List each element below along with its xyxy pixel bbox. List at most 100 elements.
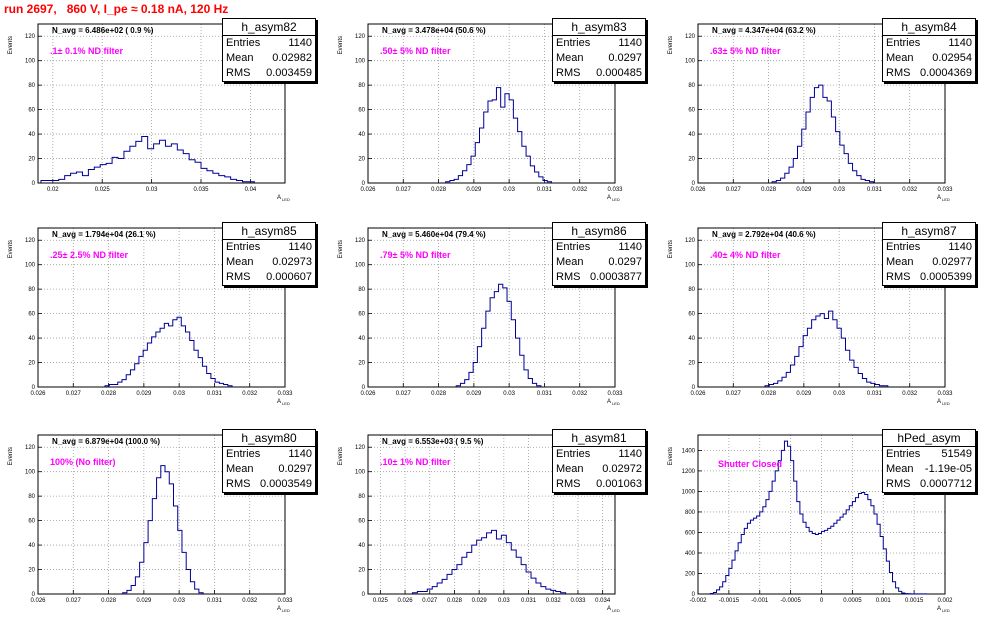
y-tick-label: 60 xyxy=(688,108,695,114)
y-tick-label: 40 xyxy=(688,336,695,342)
x-tick-label: 0.032 xyxy=(242,391,258,397)
navg-label: N_avg = 4.347e+04 (63.2 %) xyxy=(712,26,816,35)
x-axis-label-sub: LED xyxy=(942,608,950,613)
stats-value: 0.000485 xyxy=(596,67,642,79)
y-tick-label: 0 xyxy=(32,385,36,391)
y-tick-label: 400 xyxy=(685,551,696,557)
x-tick-label: 0.02 xyxy=(47,187,59,193)
x-tick-label: -0.0005 xyxy=(780,598,801,604)
y-axis-label: Events xyxy=(338,36,344,54)
stats-box: h_asym82 Entries 1140 Mean 0.02982 RMS 0.00345… xyxy=(222,18,316,82)
y-tick-label: 80 xyxy=(688,287,695,293)
y-tick-label: 0 xyxy=(362,385,366,391)
stats-value: 0.0297 xyxy=(278,463,312,475)
stats-label: RMS xyxy=(226,67,251,79)
navg-label: N_avg = 6.486e+02 ( 0.9 %) xyxy=(52,26,154,35)
y-tick-label: 0 xyxy=(32,181,36,187)
y-axis-label: Events xyxy=(338,240,344,258)
x-tick-label: 0.025 xyxy=(373,598,389,604)
x-tick-label: 0.025 xyxy=(95,187,111,193)
stats-label: RMS xyxy=(556,67,581,79)
histogram-panel-h-asym87: 0.026 0.027 0.028 0.029 0.03 0.031 0.032 0.033 0… xyxy=(664,222,989,414)
stats-row-rms: RMS 0.000607 xyxy=(223,270,315,285)
histogram-svg: -0.002 -0.0015 -0.001 -0.0005 0 0.0005 0.001 0.… xyxy=(668,434,953,613)
y-axis-label: Events xyxy=(668,36,674,54)
stats-box-title: h_asym86 xyxy=(553,223,645,240)
x-tick-label: 0.001 xyxy=(876,598,892,604)
histogram-line xyxy=(764,310,889,387)
x-tick-label: 0.031 xyxy=(521,598,537,604)
x-tick-label: 0.033 xyxy=(570,598,586,604)
x-axis-label: ALED xyxy=(607,195,620,202)
x-tick-label: -0.0015 xyxy=(719,598,740,604)
y-tick-label: 120 xyxy=(25,34,36,40)
filter-label: .79± 5% ND filter xyxy=(380,250,451,260)
y-tick-label: 1400 xyxy=(682,448,696,454)
stats-row-entries: Entries 1140 xyxy=(553,447,645,462)
x-axis-label-sub: LED xyxy=(942,401,950,406)
stats-value: 0.02982 xyxy=(272,52,312,64)
stats-label: Entries xyxy=(226,448,261,460)
y-tick-label: 120 xyxy=(25,445,36,451)
stats-row-entries: Entries 1140 xyxy=(883,240,975,255)
x-tick-label: 0.026 xyxy=(398,598,414,604)
y-tick-label: 80 xyxy=(28,83,35,89)
histogram-line xyxy=(455,283,542,387)
filter-label: .40± 4% ND filter xyxy=(710,250,781,260)
y-tick-label: 120 xyxy=(355,238,366,244)
x-tick-label: 0.028 xyxy=(761,187,777,193)
histogram-svg: 0.026 0.027 0.028 0.029 0.03 0.031 0.032 0.033 0… xyxy=(8,227,293,406)
x-tick-label: 0.027 xyxy=(422,598,438,604)
x-axis-label-main: A xyxy=(607,399,611,405)
y-tick-label: 60 xyxy=(28,108,35,114)
stats-row-entries: Entries 51549 xyxy=(883,447,975,462)
x-tick-label: 0.04 xyxy=(245,187,257,193)
y-tick-label: 80 xyxy=(358,83,365,89)
stats-value: 1140 xyxy=(618,241,642,253)
y-tick-label: 100 xyxy=(25,263,36,269)
stats-value: 0.0003549 xyxy=(260,478,312,490)
x-tick-label: 0.029 xyxy=(136,598,152,604)
x-axis-label: ALED xyxy=(937,606,950,613)
stats-label: RMS xyxy=(886,478,911,490)
stats-label: Entries xyxy=(556,37,591,49)
stats-value: 0.0297 xyxy=(608,52,642,64)
x-tick-label: 0.029 xyxy=(796,187,812,193)
stats-value: 0.0297 xyxy=(608,256,642,268)
stats-label: Mean xyxy=(886,256,914,268)
filter-label: Shutter Closed xyxy=(718,459,782,469)
y-tick-label: 80 xyxy=(358,494,365,500)
x-tick-label: -0.002 xyxy=(689,598,707,604)
histogram-line xyxy=(771,84,875,183)
plot-frame xyxy=(367,23,616,184)
x-tick-label: 0.027 xyxy=(726,391,742,397)
histogram-panel-h-asym80: 0.026 0.027 0.028 0.029 0.03 0.031 0.032 0.033 0… xyxy=(4,429,329,621)
stats-label: RMS xyxy=(556,478,581,490)
stats-row-entries: Entries 1140 xyxy=(223,36,315,51)
x-tick-label: 0.035 xyxy=(194,187,210,193)
x-tick-label: 0.031 xyxy=(867,391,883,397)
y-tick-label: 40 xyxy=(358,132,365,138)
x-tick-label: 0.032 xyxy=(242,598,258,604)
stats-value: 1140 xyxy=(618,448,642,460)
y-tick-label: 120 xyxy=(355,445,366,451)
navg-label: N_avg = 1.794e+04 (26.1 %) xyxy=(52,230,156,239)
y-tick-label: 80 xyxy=(358,287,365,293)
x-tick-label: 0.03 xyxy=(173,391,185,397)
y-tick-label: 40 xyxy=(358,336,365,342)
filter-label: 100% (No filter) xyxy=(50,457,116,467)
stats-row-rms: RMS 0.0007712 xyxy=(883,477,975,492)
y-axis-label: Events xyxy=(8,447,14,465)
stats-value: 1140 xyxy=(948,37,972,49)
y-tick-label: 60 xyxy=(358,519,365,525)
y-axis-label: Events xyxy=(8,240,14,258)
x-axis-label-sub: LED xyxy=(282,401,290,406)
x-axis-label-sub: LED xyxy=(942,197,950,202)
x-tick-label: 0.03 xyxy=(503,391,515,397)
stats-value: 0.02954 xyxy=(932,52,972,64)
x-axis-label-main: A xyxy=(937,606,941,612)
stats-value: 0.003459 xyxy=(266,67,312,79)
stats-row-rms: RMS 0.000485 xyxy=(553,66,645,81)
plot-frame xyxy=(37,434,286,595)
filter-label: .25± 2.5% ND filter xyxy=(50,250,128,260)
